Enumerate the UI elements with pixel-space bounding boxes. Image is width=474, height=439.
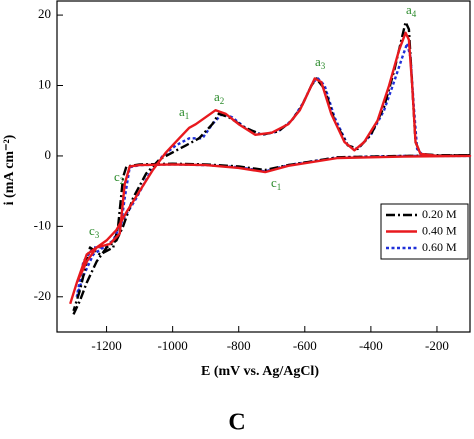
annotation-subscript: 4: [412, 9, 417, 19]
annotation-subscript: 1: [277, 182, 282, 192]
y-tick-label: 10: [38, 76, 51, 91]
annotation-subscript: 3: [321, 61, 326, 71]
annotation: c3: [89, 223, 100, 240]
annotation-text: a: [406, 2, 412, 17]
annotation: a1: [179, 104, 189, 121]
x-axis-label: E (mV vs. Ag/AgCl): [201, 364, 319, 379]
annotation-subscript: 1: [185, 111, 190, 121]
annotation: a3: [315, 54, 326, 71]
y-axis-label: i (mA cm⁻²): [2, 134, 17, 205]
x-tick-label: -1000: [157, 338, 187, 353]
x-tick-label: -1200: [91, 338, 121, 353]
x-tick-label: -800: [227, 338, 251, 353]
annotation-text: c: [271, 175, 277, 190]
legend-label: 0.40 M: [422, 223, 457, 237]
annotation: a2: [214, 89, 224, 106]
annotation-subscript: 2: [220, 96, 225, 106]
annotation-text: a: [179, 104, 185, 119]
y-tick-label: -20: [34, 288, 51, 303]
annotation-text: c: [114, 169, 120, 184]
annotation: c2: [114, 169, 124, 186]
x-tick-label: -400: [359, 338, 383, 353]
legend-label: 0.60 M: [422, 240, 457, 254]
annotation-text: c: [89, 223, 95, 238]
x-tick-label: -200: [425, 338, 449, 353]
y-tick-label: 20: [38, 6, 51, 21]
x-tick-label: -600: [293, 338, 317, 353]
annotation: c1: [271, 175, 281, 192]
annotation-subscript: 2: [120, 176, 125, 186]
data-line: [69, 31, 472, 305]
y-tick-label: -10: [34, 217, 51, 232]
y-tick-label: 0: [45, 147, 52, 162]
annotation-text: a: [315, 54, 321, 69]
plot-frame: [56, 0, 471, 333]
figure-caption: C: [228, 410, 245, 436]
annotation-text: a: [214, 89, 220, 104]
annotation-subscript: 3: [95, 230, 100, 240]
annotation: a4: [406, 2, 417, 19]
legend-label: 0.20 M: [422, 207, 457, 221]
